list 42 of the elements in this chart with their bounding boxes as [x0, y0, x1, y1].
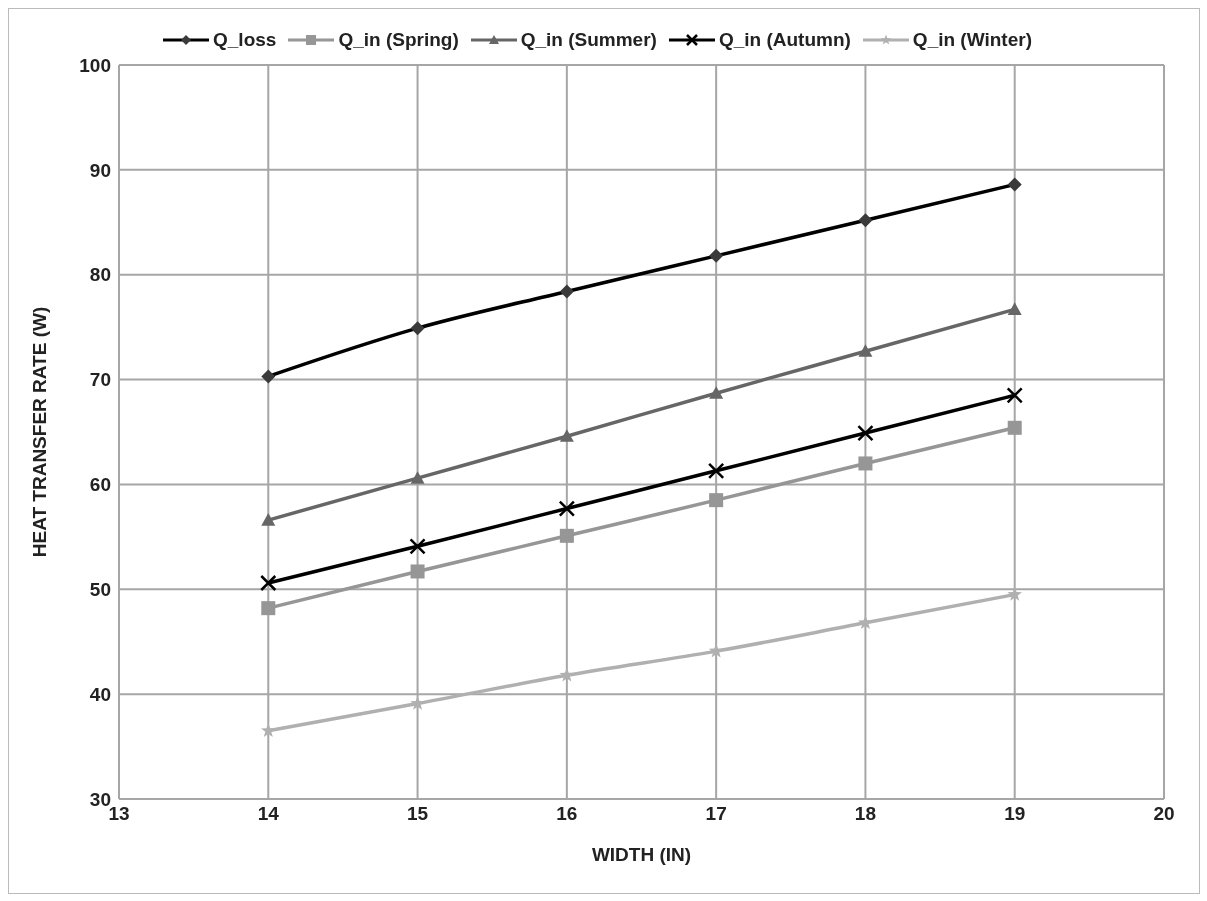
point — [709, 493, 724, 508]
point — [1007, 302, 1022, 315]
point — [858, 456, 873, 471]
point — [708, 643, 724, 658]
y-tick-label: 70 — [89, 369, 111, 391]
x-tick-label: 19 — [1004, 803, 1026, 825]
y-tick-label: 100 — [79, 54, 111, 76]
legend-label: Q_in (Summer) — [519, 29, 657, 51]
point — [559, 429, 574, 442]
point — [261, 513, 276, 526]
y-axis-title: HEAT TRANSFER RATE (W) — [28, 306, 50, 558]
y-tick-label: 50 — [89, 579, 111, 601]
x-tick-label: 17 — [705, 803, 727, 825]
legend-label: Q_loss — [212, 29, 277, 51]
x-axis-title: WIDTH (IN) — [591, 844, 692, 865]
point — [410, 564, 425, 579]
x-tick-label: 14 — [257, 803, 280, 825]
legend-label: Q_in (Autumn) — [717, 29, 851, 51]
point — [409, 538, 426, 555]
y-tick-label: 30 — [89, 788, 111, 810]
y-tick-label: 90 — [89, 159, 111, 181]
y-tick-label: 80 — [89, 264, 111, 286]
point — [1007, 586, 1023, 601]
point — [260, 574, 277, 592]
y-tick-label: 60 — [89, 474, 111, 496]
point — [261, 601, 276, 616]
x-tick-label: 18 — [854, 803, 876, 825]
point — [558, 500, 576, 517]
point — [410, 471, 425, 484]
point — [1007, 420, 1022, 435]
x-tick-label: 15 — [407, 803, 429, 825]
legend-label: Q_in (Spring) — [337, 29, 459, 51]
point — [707, 462, 725, 480]
point — [857, 424, 874, 442]
point — [858, 344, 873, 357]
legend-label: Q_in (Winter) — [911, 29, 1032, 51]
x-tick-label: 20 — [1153, 803, 1175, 825]
point — [709, 386, 724, 399]
point — [559, 528, 574, 543]
y-tick-label: 40 — [89, 683, 111, 705]
x-tick-label: 16 — [556, 803, 578, 825]
point — [1006, 387, 1023, 404]
